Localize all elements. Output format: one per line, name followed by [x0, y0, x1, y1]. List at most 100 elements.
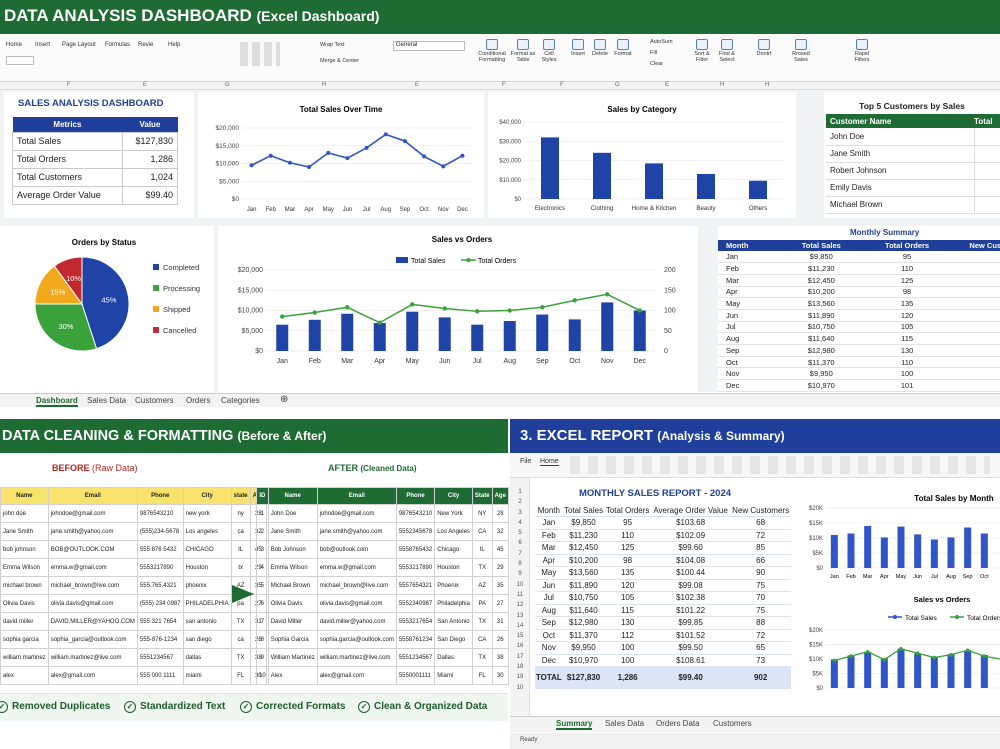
report-cell: $104.08: [650, 554, 731, 567]
sheet-tab-sales-data[interactable]: Sales Data: [87, 396, 127, 405]
row-number[interactable]: 13: [516, 612, 524, 619]
report-menu-file[interactable]: File: [520, 458, 532, 465]
row-number[interactable]: 2: [518, 499, 522, 506]
tab-home[interactable]: Home: [6, 42, 23, 48]
autosum-button[interactable]: AutoSum: [650, 39, 673, 45]
report-menu-home[interactable]: Home: [540, 458, 559, 466]
row-number[interactable]: 14: [516, 622, 524, 629]
report-tab-customers[interactable]: Customers: [713, 719, 752, 728]
rrosed-sales-button[interactable]: Rrosed Sales: [788, 39, 814, 63]
tab-page-layout[interactable]: Page Layout: [62, 42, 96, 48]
row-number[interactable]: 18: [516, 664, 524, 671]
row-number[interactable]: 10: [516, 581, 524, 588]
tab-review[interactable]: Revie: [138, 42, 154, 48]
column-letter[interactable]: F: [502, 82, 506, 88]
monthly-cell: $11,640: [808, 334, 835, 344]
row-number[interactable]: 17: [516, 653, 524, 660]
row-number[interactable]: 4: [518, 519, 522, 526]
column-letter[interactable]: H: [720, 82, 725, 88]
monthly-cell: $12,980: [807, 345, 835, 355]
data-point: [410, 302, 415, 307]
monthly-cell: $12,450: [807, 275, 835, 285]
insert-cells-button[interactable]: Insert: [568, 39, 588, 57]
row-number[interactable]: 12: [516, 602, 524, 609]
report-tab-sales-data[interactable]: Sales Data: [605, 719, 645, 728]
legend-swatch: [396, 257, 408, 263]
report-toolbar-icons[interactable]: [570, 456, 990, 474]
row-number[interactable]: 3: [518, 509, 522, 516]
fill-button[interactable]: Fill: [650, 50, 658, 56]
align-buttons[interactable]: [240, 42, 280, 66]
data-point: [849, 654, 853, 658]
format-as-table-button[interactable]: Format as Table: [510, 39, 536, 63]
row-number[interactable]: 16: [516, 643, 524, 650]
report-cell: $9,850: [562, 516, 605, 530]
tab-insert[interactable]: Insert: [35, 42, 51, 48]
row-number[interactable]: 8: [518, 561, 522, 568]
data-point: [377, 320, 382, 325]
column-letter[interactable]: F: [67, 82, 71, 88]
monthly-summary-title: Monthly Summary: [850, 228, 920, 237]
row-number[interactable]: 9: [518, 571, 522, 578]
font-size-box[interactable]: [6, 56, 34, 65]
after-cell: 5552340987: [395, 594, 436, 613]
format-cells-button[interactable]: Format: [612, 39, 634, 57]
before-header: Name: [0, 487, 49, 505]
column-letter[interactable]: E: [665, 82, 670, 88]
cell-styles-button[interactable]: Cell Styles: [538, 39, 560, 63]
after-cell: michael_brown@live.com: [316, 576, 397, 595]
tab-formulas[interactable]: Formulas: [105, 42, 131, 48]
merge-center-button[interactable]: Merge & Center: [320, 58, 359, 64]
column-letter[interactable]: G: [225, 82, 230, 88]
check-item: ✓ Standardized Text: [124, 701, 225, 713]
x-tick-label: Aug: [504, 358, 517, 365]
rapid-filters-button[interactable]: Rapid Filters: [848, 39, 876, 63]
row-number[interactable]: 19: [516, 674, 524, 681]
x-tick-label: May: [323, 207, 334, 213]
monthly-cell: $10,970: [807, 380, 835, 390]
clear-button[interactable]: Clear: [650, 61, 664, 67]
row-number[interactable]: 5: [518, 530, 522, 537]
x-tick-label: Jun: [343, 207, 353, 213]
check-circle-icon: ✓: [240, 701, 252, 713]
row-number[interactable]: 6: [518, 540, 522, 547]
total-row: TOTAL $127,830 1,286 $99.40 902: [535, 666, 791, 689]
find-select-button[interactable]: Find & Select: [715, 39, 739, 63]
data-point: [422, 154, 427, 159]
sheet-tab-dashboard[interactable]: Dashboard: [36, 396, 78, 407]
sheet-tab-customers[interactable]: Customers: [135, 396, 174, 405]
column-letter[interactable]: H: [765, 82, 770, 88]
bar: [947, 537, 955, 568]
combo-chart-report-sales-vs-orders: Sales vs Orders Total Sales Total Orders $2…: [809, 595, 1000, 692]
row-number[interactable]: 7: [518, 550, 522, 557]
add-sheet-icon[interactable]: ⊕: [280, 394, 289, 405]
kpi-value: 1,024: [121, 167, 179, 187]
column-letter[interactable]: E: [143, 82, 148, 88]
column-letter[interactable]: H: [322, 82, 327, 88]
data-point: [345, 305, 350, 310]
before-cell: 555 000 1111: [136, 666, 184, 685]
table-row: bob johnson BOB@OUTLOOK.COM 555 876 5432 CH…: [0, 540, 268, 559]
row-number[interactable]: 15: [516, 633, 524, 640]
sheet-tab-orders[interactable]: Orders: [186, 396, 211, 405]
data-point: [605, 292, 610, 297]
number-format-select[interactable]: General: [393, 41, 465, 51]
column-letter[interactable]: F: [560, 82, 564, 88]
after-cell: emma.w@gmail.com: [316, 558, 397, 577]
conditional-formatting-button[interactable]: Conditional Formatting: [475, 39, 509, 63]
y2-tick-label: 100: [664, 308, 676, 315]
delete-cells-button[interactable]: Delete: [590, 39, 610, 57]
after-cell: AZ: [471, 576, 493, 595]
wrap-text-button[interactable]: Wrap Text: [320, 42, 345, 48]
sheet-tab-categories[interactable]: Categories: [221, 396, 260, 405]
row-number[interactable]: 11: [516, 591, 524, 598]
report-tab-orders-data[interactable]: Orders Data: [656, 719, 700, 728]
tab-help[interactable]: Help: [168, 42, 181, 48]
dontrt-button[interactable]: Dontrt: [752, 39, 776, 57]
report-tab-summary[interactable]: Summary: [556, 719, 593, 730]
column-letter[interactable]: G: [615, 82, 620, 88]
row-number[interactable]: 1: [518, 489, 522, 495]
sort-filter-button[interactable]: Sort & Filter: [690, 39, 714, 63]
column-letter[interactable]: E: [415, 82, 420, 88]
after-cell: Alex: [267, 666, 318, 685]
